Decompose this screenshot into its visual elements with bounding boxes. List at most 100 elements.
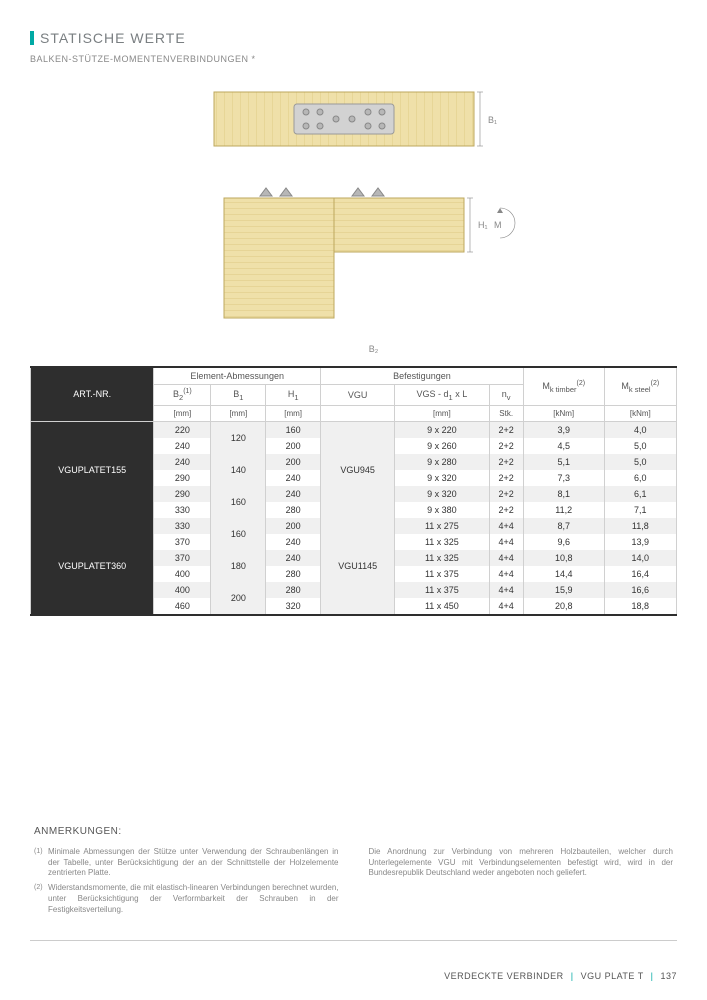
cell: 5,1 bbox=[523, 454, 604, 470]
cell: 6,0 bbox=[604, 470, 676, 486]
table-row: VGUPLATET360330160200VGU114511 x 2754+48… bbox=[31, 518, 677, 534]
cell: 4+4 bbox=[489, 550, 523, 566]
cell: 9 x 220 bbox=[395, 421, 489, 438]
footnote-text: Widerstandsmomente, die mit elastisch-li… bbox=[48, 883, 339, 915]
cell: 200 bbox=[266, 454, 321, 470]
cell: 160 bbox=[211, 518, 266, 550]
table-row: VGUPLATET155220120160VGU9459 x 2202+23,9… bbox=[31, 421, 677, 438]
notes-title: ANMERKUNGEN: bbox=[34, 826, 673, 837]
table-body: VGUPLATET155220120160VGU9459 x 2202+23,9… bbox=[31, 421, 677, 615]
label-h1: H₁ bbox=[478, 220, 488, 230]
data-table: ART.-NR. Element-Abmessungen Befestigung… bbox=[30, 366, 677, 616]
cell: 9 x 280 bbox=[395, 454, 489, 470]
cell: 9 x 260 bbox=[395, 438, 489, 454]
cell: 120 bbox=[211, 421, 266, 454]
cell: 11 x 325 bbox=[395, 550, 489, 566]
cell: 7,1 bbox=[604, 502, 676, 518]
unit-nv: Stk. bbox=[489, 405, 523, 421]
cell: 280 bbox=[266, 566, 321, 582]
cell: 20,8 bbox=[523, 598, 604, 615]
diagram-container: B₁ bbox=[30, 82, 677, 354]
cell: 11,8 bbox=[604, 518, 676, 534]
cell: 220 bbox=[154, 421, 211, 438]
footer-product: VGU PLATE T bbox=[581, 971, 644, 981]
cell: 2+2 bbox=[489, 454, 523, 470]
section-title-row: STATISCHE WERTE bbox=[30, 30, 677, 46]
unit-mkt: [kNm] bbox=[523, 405, 604, 421]
cell: 280 bbox=[266, 502, 321, 518]
unit-mks: [kNm] bbox=[604, 405, 676, 421]
cell: 2+2 bbox=[489, 470, 523, 486]
section-subtitle: BALKEN-STÜTZE-MOMENTENVERBINDUNGEN * bbox=[30, 54, 677, 64]
cell: 200 bbox=[266, 518, 321, 534]
footnote: (2) Widerstandsmomente, die mit elastisch… bbox=[34, 883, 339, 915]
diagram-side-view: H₁ M bbox=[174, 178, 534, 328]
cell: 180 bbox=[211, 550, 266, 582]
cell: 140 bbox=[211, 454, 266, 486]
cell: 9,6 bbox=[523, 534, 604, 550]
cell: 14,4 bbox=[523, 566, 604, 582]
footer-sep: | bbox=[571, 971, 574, 981]
cell: 4+4 bbox=[489, 582, 523, 598]
col-mks: Mk steel(2) bbox=[604, 367, 676, 405]
cell-vgu: VGU945 bbox=[321, 421, 395, 518]
label-m: M bbox=[494, 220, 502, 230]
col-art: ART.-NR. bbox=[31, 367, 154, 421]
cell: 7,3 bbox=[523, 470, 604, 486]
cell: 460 bbox=[154, 598, 211, 615]
cell: 4+4 bbox=[489, 566, 523, 582]
cell: 11,2 bbox=[523, 502, 604, 518]
cell: 400 bbox=[154, 582, 211, 598]
footnote-num: (2) bbox=[34, 883, 44, 915]
cell: 11 x 375 bbox=[395, 566, 489, 582]
unit-vgs: [mm] bbox=[395, 405, 489, 421]
cell: 8,1 bbox=[523, 486, 604, 502]
cell: 9 x 320 bbox=[395, 486, 489, 502]
notes-section: ANMERKUNGEN: (1)Minimale Abmessungen der… bbox=[30, 816, 677, 941]
notes-left-col: (1)Minimale Abmessungen der Stütze unter… bbox=[34, 847, 339, 920]
unit-b1: [mm] bbox=[211, 405, 266, 421]
cell: 4,0 bbox=[604, 421, 676, 438]
footnote-text: Minimale Abmessungen der Stütze unter Ve… bbox=[48, 847, 339, 879]
cell: 290 bbox=[154, 486, 211, 502]
title-accent-marker bbox=[30, 31, 34, 45]
col-h1: H1 bbox=[266, 385, 321, 406]
cell-vgu: VGU1145 bbox=[321, 518, 395, 615]
col-b2: B2(1) bbox=[154, 385, 211, 406]
cell: 290 bbox=[154, 470, 211, 486]
footer-category: VERDECKTE VERBINDER bbox=[444, 971, 564, 981]
cell: 4+4 bbox=[489, 598, 523, 615]
cell: 5,0 bbox=[604, 454, 676, 470]
cell: 3,9 bbox=[523, 421, 604, 438]
cell: 240 bbox=[154, 454, 211, 470]
col-b1: B1 bbox=[211, 385, 266, 406]
cell: 200 bbox=[211, 582, 266, 615]
cell: 160 bbox=[211, 486, 266, 518]
cell: 5,0 bbox=[604, 438, 676, 454]
label-b2: B₂ bbox=[369, 344, 379, 354]
diagram-top-view: B₁ bbox=[184, 82, 524, 162]
cell: 240 bbox=[154, 438, 211, 454]
col-vgs: VGS - d1 x L bbox=[395, 385, 489, 406]
unit-vgu bbox=[321, 405, 395, 421]
section-title: STATISCHE WERTE bbox=[40, 30, 186, 46]
cell: 18,8 bbox=[604, 598, 676, 615]
footer-sep: | bbox=[651, 971, 654, 981]
cell: 10,8 bbox=[523, 550, 604, 566]
cell: 240 bbox=[266, 486, 321, 502]
col-mkt: Mk timber(2) bbox=[523, 367, 604, 405]
col-nv: nv bbox=[489, 385, 523, 406]
cell: 2+2 bbox=[489, 438, 523, 454]
cell: 9 x 380 bbox=[395, 502, 489, 518]
cell: 200 bbox=[266, 438, 321, 454]
cell: 370 bbox=[154, 534, 211, 550]
cell: 160 bbox=[266, 421, 321, 438]
notes-right-col: Die Anordnung zur Verbindung von mehrere… bbox=[369, 847, 674, 920]
footer-page: 137 bbox=[660, 971, 677, 981]
cell: 8,7 bbox=[523, 518, 604, 534]
unit-h1: [mm] bbox=[266, 405, 321, 421]
cell: 320 bbox=[266, 598, 321, 615]
footnote: (1)Minimale Abmessungen der Stütze unter… bbox=[34, 847, 339, 879]
cell: 240 bbox=[266, 550, 321, 566]
col-vgu: VGU bbox=[321, 385, 395, 406]
